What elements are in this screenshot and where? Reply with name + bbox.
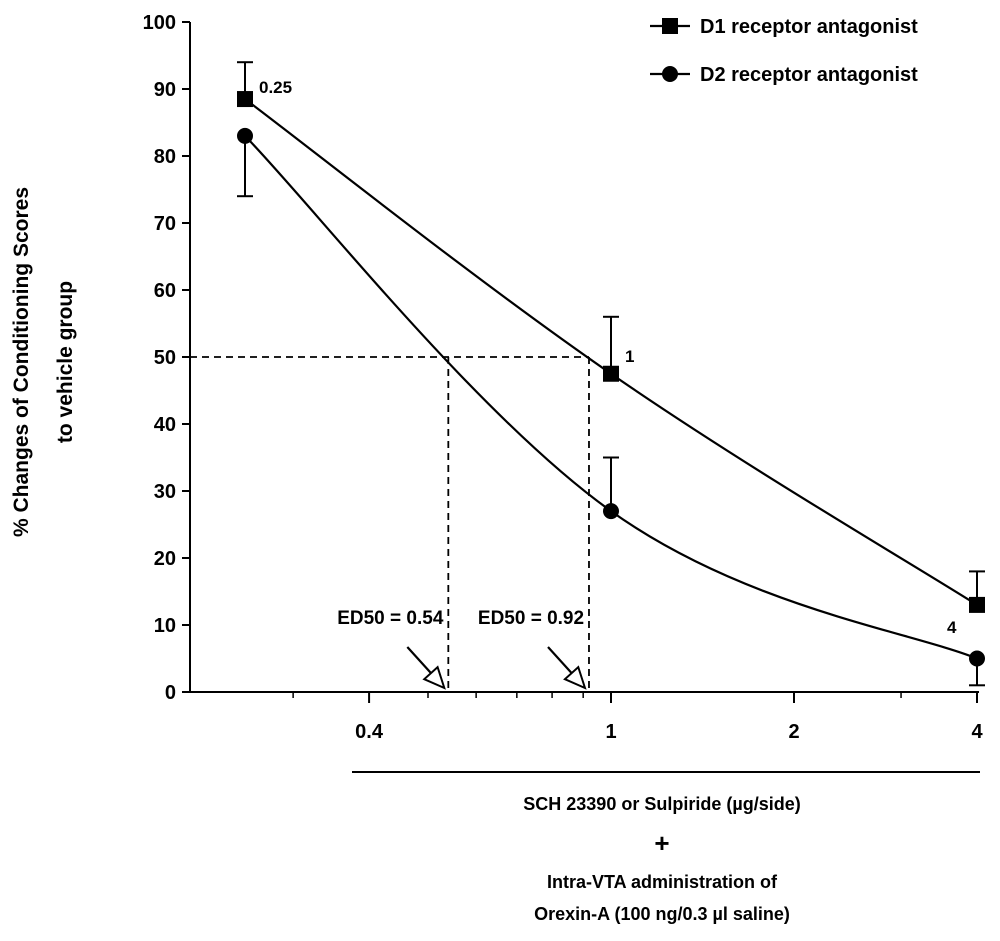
x-tick-label: 0.4 [355,721,384,743]
y-tick-label: 0 [165,682,176,704]
ed50-arrow-head [563,665,587,690]
point-label: 1 [625,347,634,366]
x-tick-label: 4 [971,721,983,743]
legend-marker-square [662,18,678,34]
y-tick-label: 100 [143,12,176,34]
data-point-square [603,365,619,382]
y-tick-label: 90 [154,79,176,101]
x-tick-label: 1 [605,721,616,743]
x-axis-title-line: + [654,828,669,858]
y-axis-title-line: % Changes of Conditioning Scores [10,187,33,537]
y-tick-label: 30 [154,481,176,503]
y-tick-label: 10 [154,615,176,637]
y-tick-label: 80 [154,146,176,168]
y-tick-label: 70 [154,213,176,235]
y-tick-label: 50 [154,347,176,369]
x-axis-title-line: Intra-VTA administration of [547,872,778,892]
series-line [244,135,978,660]
legend-label: D1 receptor antagonist [700,16,918,38]
x-axis-title: SCH 23390 or Sulpiride (µg/side) + Intra-V… [352,771,980,924]
x-axis-title-line: Orexin-A (100 ng/0.3 µl saline) [534,904,790,924]
point-labels: 0.25 1 4 [259,78,957,637]
y-axis-title-line: to vehicle group [54,281,77,443]
data-point-square [969,596,985,613]
legend-marker-circle [662,66,678,82]
ed50-label: ED50 = 0.92 [478,608,584,629]
ed50-arrow-head [422,665,446,690]
point-label: 0.25 [259,78,292,97]
data-point-circle [237,127,253,144]
legend-label: D2 receptor antagonist [700,64,918,86]
data-point-circle [969,650,985,667]
ed50-label: ED50 = 0.54 [337,608,444,629]
data-point-square [237,91,253,108]
axes: 0 10 20 30 40 50 60 70 80 90 100 0.4 1 2 4 [143,12,984,743]
y-tick-label: 60 [154,280,176,302]
point-label: 4 [947,618,957,637]
series-layer [237,61,985,687]
ed50-guides: ED50 = 0.54 ED50 = 0.92 [190,356,590,692]
y-tick-label: 40 [154,414,176,436]
data-point-circle [603,503,619,520]
y-tick-label: 20 [154,548,176,570]
legend: D1 receptor antagonist D2 receptor antago… [650,16,918,86]
x-tick-label: 2 [788,721,799,743]
y-axis-title: % Changes of Conditioning Scores to vehic… [10,187,77,537]
x-axis-title-line: SCH 23390 or Sulpiride (µg/side) [523,794,800,814]
